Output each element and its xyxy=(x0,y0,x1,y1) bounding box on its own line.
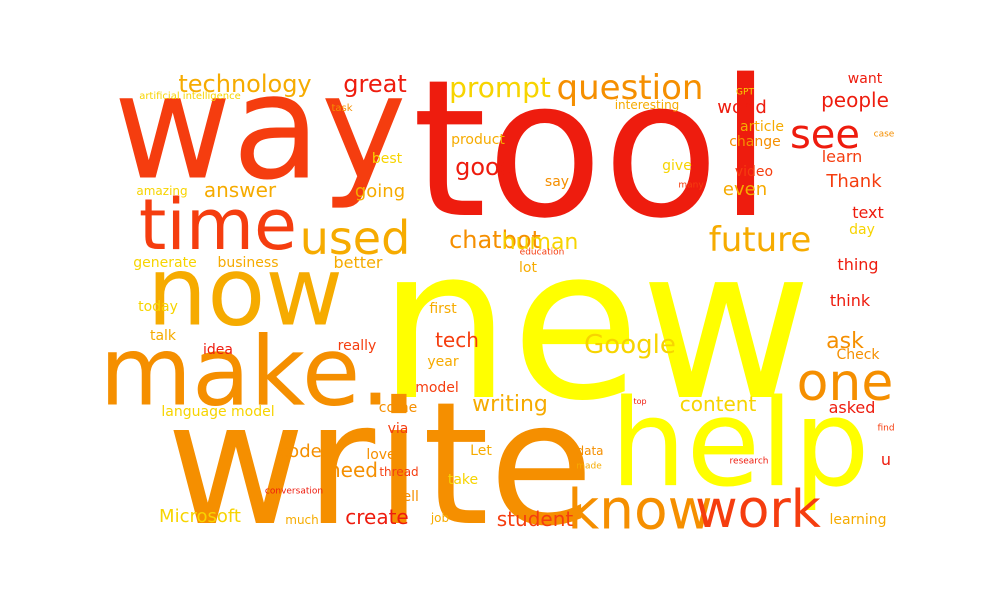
word-cloud-word: student xyxy=(496,507,574,531)
word-cloud-word: come xyxy=(378,400,418,416)
word-cloud-word: talk xyxy=(149,328,177,344)
word-cloud-word: tech xyxy=(435,328,479,352)
word-cloud-word: help xyxy=(610,375,870,514)
word-cloud-word: think xyxy=(829,291,871,310)
word-cloud-word: answer xyxy=(203,178,277,202)
word-cloud-word: interesting xyxy=(614,98,680,112)
word-cloud-word: made xyxy=(576,461,602,472)
word-cloud-word: good xyxy=(455,153,515,181)
word-cloud-word: lot xyxy=(519,260,537,276)
word-cloud-word: ask xyxy=(826,329,864,354)
word-cloud-word: content xyxy=(679,392,757,416)
word-cloud-word: much xyxy=(285,513,319,527)
word-cloud-word: data xyxy=(576,444,604,458)
word-cloud-word: one xyxy=(796,353,894,413)
word-cloud-word: work xyxy=(695,480,821,540)
word-cloud-word: love xyxy=(366,447,396,463)
word-cloud-word: tool xyxy=(412,39,772,260)
word-cloud-word: better xyxy=(333,253,383,272)
word-cloud-word: task xyxy=(331,103,353,114)
word-cloud-word: Let xyxy=(470,443,492,459)
word-cloud-word: best xyxy=(371,151,403,167)
word-cloud-word: artificial intelligence xyxy=(139,91,241,102)
word-cloud-word: business xyxy=(217,255,279,271)
word-cloud-word: video xyxy=(734,164,774,180)
word-cloud-word: conversation xyxy=(264,486,324,497)
word-cloud-word: many xyxy=(678,180,704,191)
word-cloud-word: thing xyxy=(837,255,879,274)
word-cloud-word: language model xyxy=(161,404,275,420)
word-cloud-word: first xyxy=(429,301,457,317)
word-cloud-word: prompt xyxy=(449,71,551,104)
word-cloud-word: case xyxy=(873,129,895,140)
word-cloud-word: way xyxy=(113,43,407,213)
word-cloud-word: model xyxy=(415,380,459,396)
word-cloud-word: Google xyxy=(584,330,676,360)
word-cloud-word: great xyxy=(343,70,407,98)
word-cloud-word: idea xyxy=(203,342,233,358)
word-cloud-word: even xyxy=(722,179,768,200)
word-cloud-word: really xyxy=(337,338,377,354)
word-cloud-word: give xyxy=(662,158,692,174)
word-cloud-word: find xyxy=(877,423,895,434)
word-cloud-word: people xyxy=(821,88,889,112)
word-cloud-word: write xyxy=(166,366,594,564)
word-cloud-word: today xyxy=(138,299,178,315)
word-cloud-word: well xyxy=(391,489,419,505)
word-cloud-word: make. xyxy=(99,317,391,428)
word-cloud-word: time xyxy=(138,184,298,266)
word-cloud-word: Thank xyxy=(826,171,882,192)
word-cloud-word: GPT xyxy=(736,87,754,98)
word-cloud-word: change xyxy=(729,134,781,150)
word-cloud-word: world xyxy=(717,97,767,118)
word-cloud-word: say xyxy=(544,174,570,190)
word-cloud-word: going xyxy=(354,181,406,202)
word-cloud-word: used xyxy=(299,211,411,265)
word-cloud-word: amazing xyxy=(136,184,188,198)
word-cloud-word: generate xyxy=(133,255,197,271)
word-cloud-word: code xyxy=(278,441,322,462)
word-cloud-word: article xyxy=(740,119,784,135)
word-cloud-word: research xyxy=(729,456,769,467)
word-cloud-word: year xyxy=(427,354,459,370)
word-cloud-word: asked xyxy=(828,398,876,417)
word-cloud-word: learning xyxy=(829,512,887,528)
word-cloud-word: Microsoft xyxy=(159,506,241,527)
word-cloud-word: text xyxy=(852,203,884,222)
word-cloud-word: future xyxy=(708,220,812,260)
word-cloud-word: question xyxy=(556,68,704,108)
word-cloud-word: need xyxy=(328,458,378,482)
word-cloud-word: create xyxy=(345,505,409,529)
word-cloud-word: human xyxy=(501,230,579,255)
word-cloud-word: writing xyxy=(472,392,548,417)
word-cloud-word: job xyxy=(430,511,450,525)
word-cloud-word: top xyxy=(633,397,647,406)
word-cloud-word: new xyxy=(377,202,813,447)
word-cloud-word: via xyxy=(387,421,409,437)
word-cloud-word: Check xyxy=(836,347,880,363)
word-cloud-word: technology xyxy=(178,70,312,98)
word-cloud-word: learn xyxy=(821,147,863,166)
word-cloud-word: now xyxy=(146,237,344,348)
word-cloud-word: take xyxy=(447,472,479,488)
word-cloud-word: want xyxy=(847,71,883,87)
word-cloud-word: thread xyxy=(379,465,419,479)
word-cloud-word: u xyxy=(880,450,892,469)
word-cloud-word: know xyxy=(567,477,713,542)
word-cloud-word: chatbot xyxy=(449,226,541,254)
word-cloud-word: day xyxy=(849,222,875,238)
word-cloud-word: see xyxy=(789,112,861,158)
word-cloud-word: education xyxy=(519,247,565,258)
word-cloud-word: product xyxy=(451,132,505,148)
